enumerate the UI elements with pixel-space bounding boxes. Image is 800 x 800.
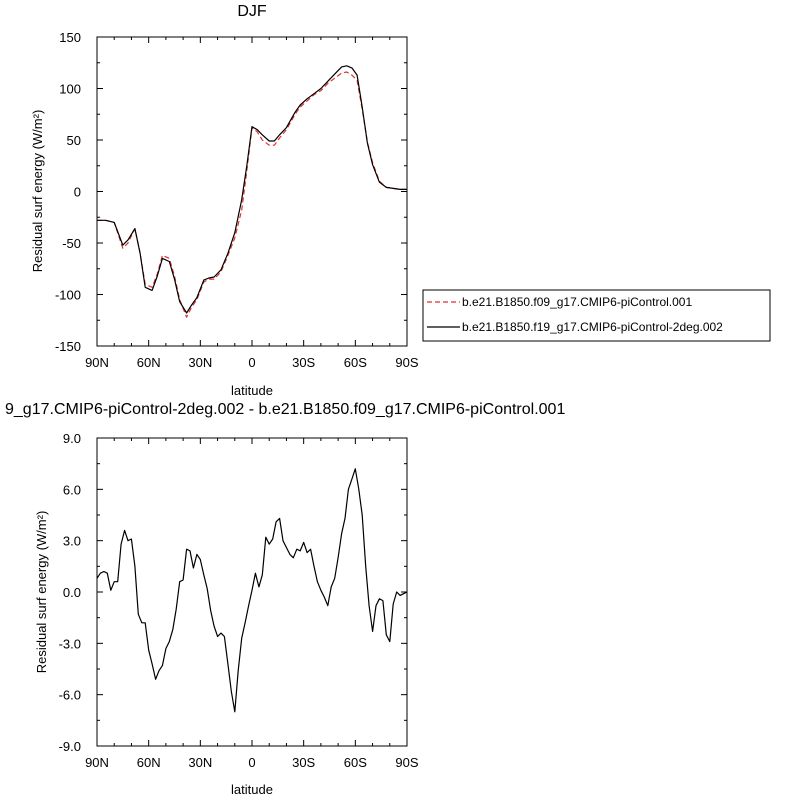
bottom-y-tick-label: 3.0	[63, 534, 81, 549]
bottom-y-tick-label: -3.0	[59, 636, 81, 651]
legend-box	[422, 289, 771, 342]
top-x-tick-label: 30S	[292, 355, 315, 370]
top-y-tick-label: 0	[74, 185, 81, 200]
top-x-ticks: 90N 60N 30N 0 30S 60S 90S	[85, 37, 419, 370]
top-chart-title: DJF	[237, 3, 267, 20]
bottom-x-tick-label: 30N	[188, 755, 212, 770]
bottom-y-axis-label: Residual surf energy (W/m²)	[34, 511, 49, 674]
top-y-ticks: -150 -100 -50 0 50 100 150	[55, 30, 407, 354]
top-y-tick-label: -100	[55, 288, 81, 303]
bottom-panel: 9_g17.CMIP6-piControl-2deg.002 - b.e21.B…	[5, 401, 565, 797]
bottom-plot-lines	[96, 468, 408, 713]
bottom-y-tick-label: -6.0	[59, 688, 81, 703]
bottom-x-tick-label: 0	[248, 755, 255, 770]
top-plot-lines	[97, 65, 407, 318]
top-x-tick-label: 90N	[85, 355, 109, 370]
bottom-y-ticks: -9.0 -6.0 -3.0 0.0 3.0 6.0 9.0	[59, 431, 407, 754]
bottom-chart-title: 9_g17.CMIP6-piControl-2deg.002 - b.e21.B…	[5, 401, 565, 418]
top-y-axis-label: Residual surf energy (W/m²)	[30, 110, 45, 273]
top-x-axis-label: latitude	[231, 383, 273, 398]
bottom-y-tick-label: 0.0	[63, 585, 81, 600]
top-x-tick-label: 60N	[137, 355, 161, 370]
bottom-x-tick-label: 60N	[137, 755, 161, 770]
bottom-y-tick-label: 9.0	[63, 431, 81, 446]
legend-label-series-2: b.e21.B1850.f19_g17.CMIP6-piControl-2deg…	[462, 320, 723, 334]
bottom-x-axis-label: latitude	[231, 782, 273, 797]
top-y-tick-label: 150	[59, 30, 81, 45]
bottom-x-ticks: 90N 60N 30N 0 30S 60S 90S	[85, 438, 419, 770]
top-plot-frame	[96, 36, 408, 347]
legend-label-series-1: b.e21.B1850.f09_g17.CMIP6-piControl.001	[462, 295, 692, 309]
top-y-tick-label: 50	[67, 133, 81, 148]
top-panel: DJF 90N 60N 30N 0 30S 60S 90S -150 -100 -50 0 50 10…	[30, 3, 419, 398]
bottom-x-tick-label: 60S	[344, 755, 367, 770]
bottom-y-tick-label: -9.0	[59, 739, 81, 754]
bottom-x-tick-label: 90S	[395, 755, 418, 770]
top-x-tick-label: 0	[248, 355, 255, 370]
top-x-tick-label: 30N	[188, 355, 212, 370]
top-y-tick-label: -50	[62, 236, 81, 251]
bottom-x-tick-label: 30S	[292, 755, 315, 770]
bottom-y-tick-label: 6.0	[63, 482, 81, 497]
bottom-x-tick-label: 90N	[85, 755, 109, 770]
top-y-tick-label: -150	[55, 339, 81, 354]
top-x-tick-label: 90S	[395, 355, 418, 370]
top-series-line-1	[97, 71, 407, 318]
legend: b.e21.B1850.f09_g17.CMIP6-piControl.001 …	[422, 289, 771, 342]
top-x-tick-label: 60S	[344, 355, 367, 370]
top-y-tick-label: 100	[59, 82, 81, 97]
top-series-line-2	[97, 65, 407, 314]
bottom-series-line-1	[96, 468, 408, 713]
